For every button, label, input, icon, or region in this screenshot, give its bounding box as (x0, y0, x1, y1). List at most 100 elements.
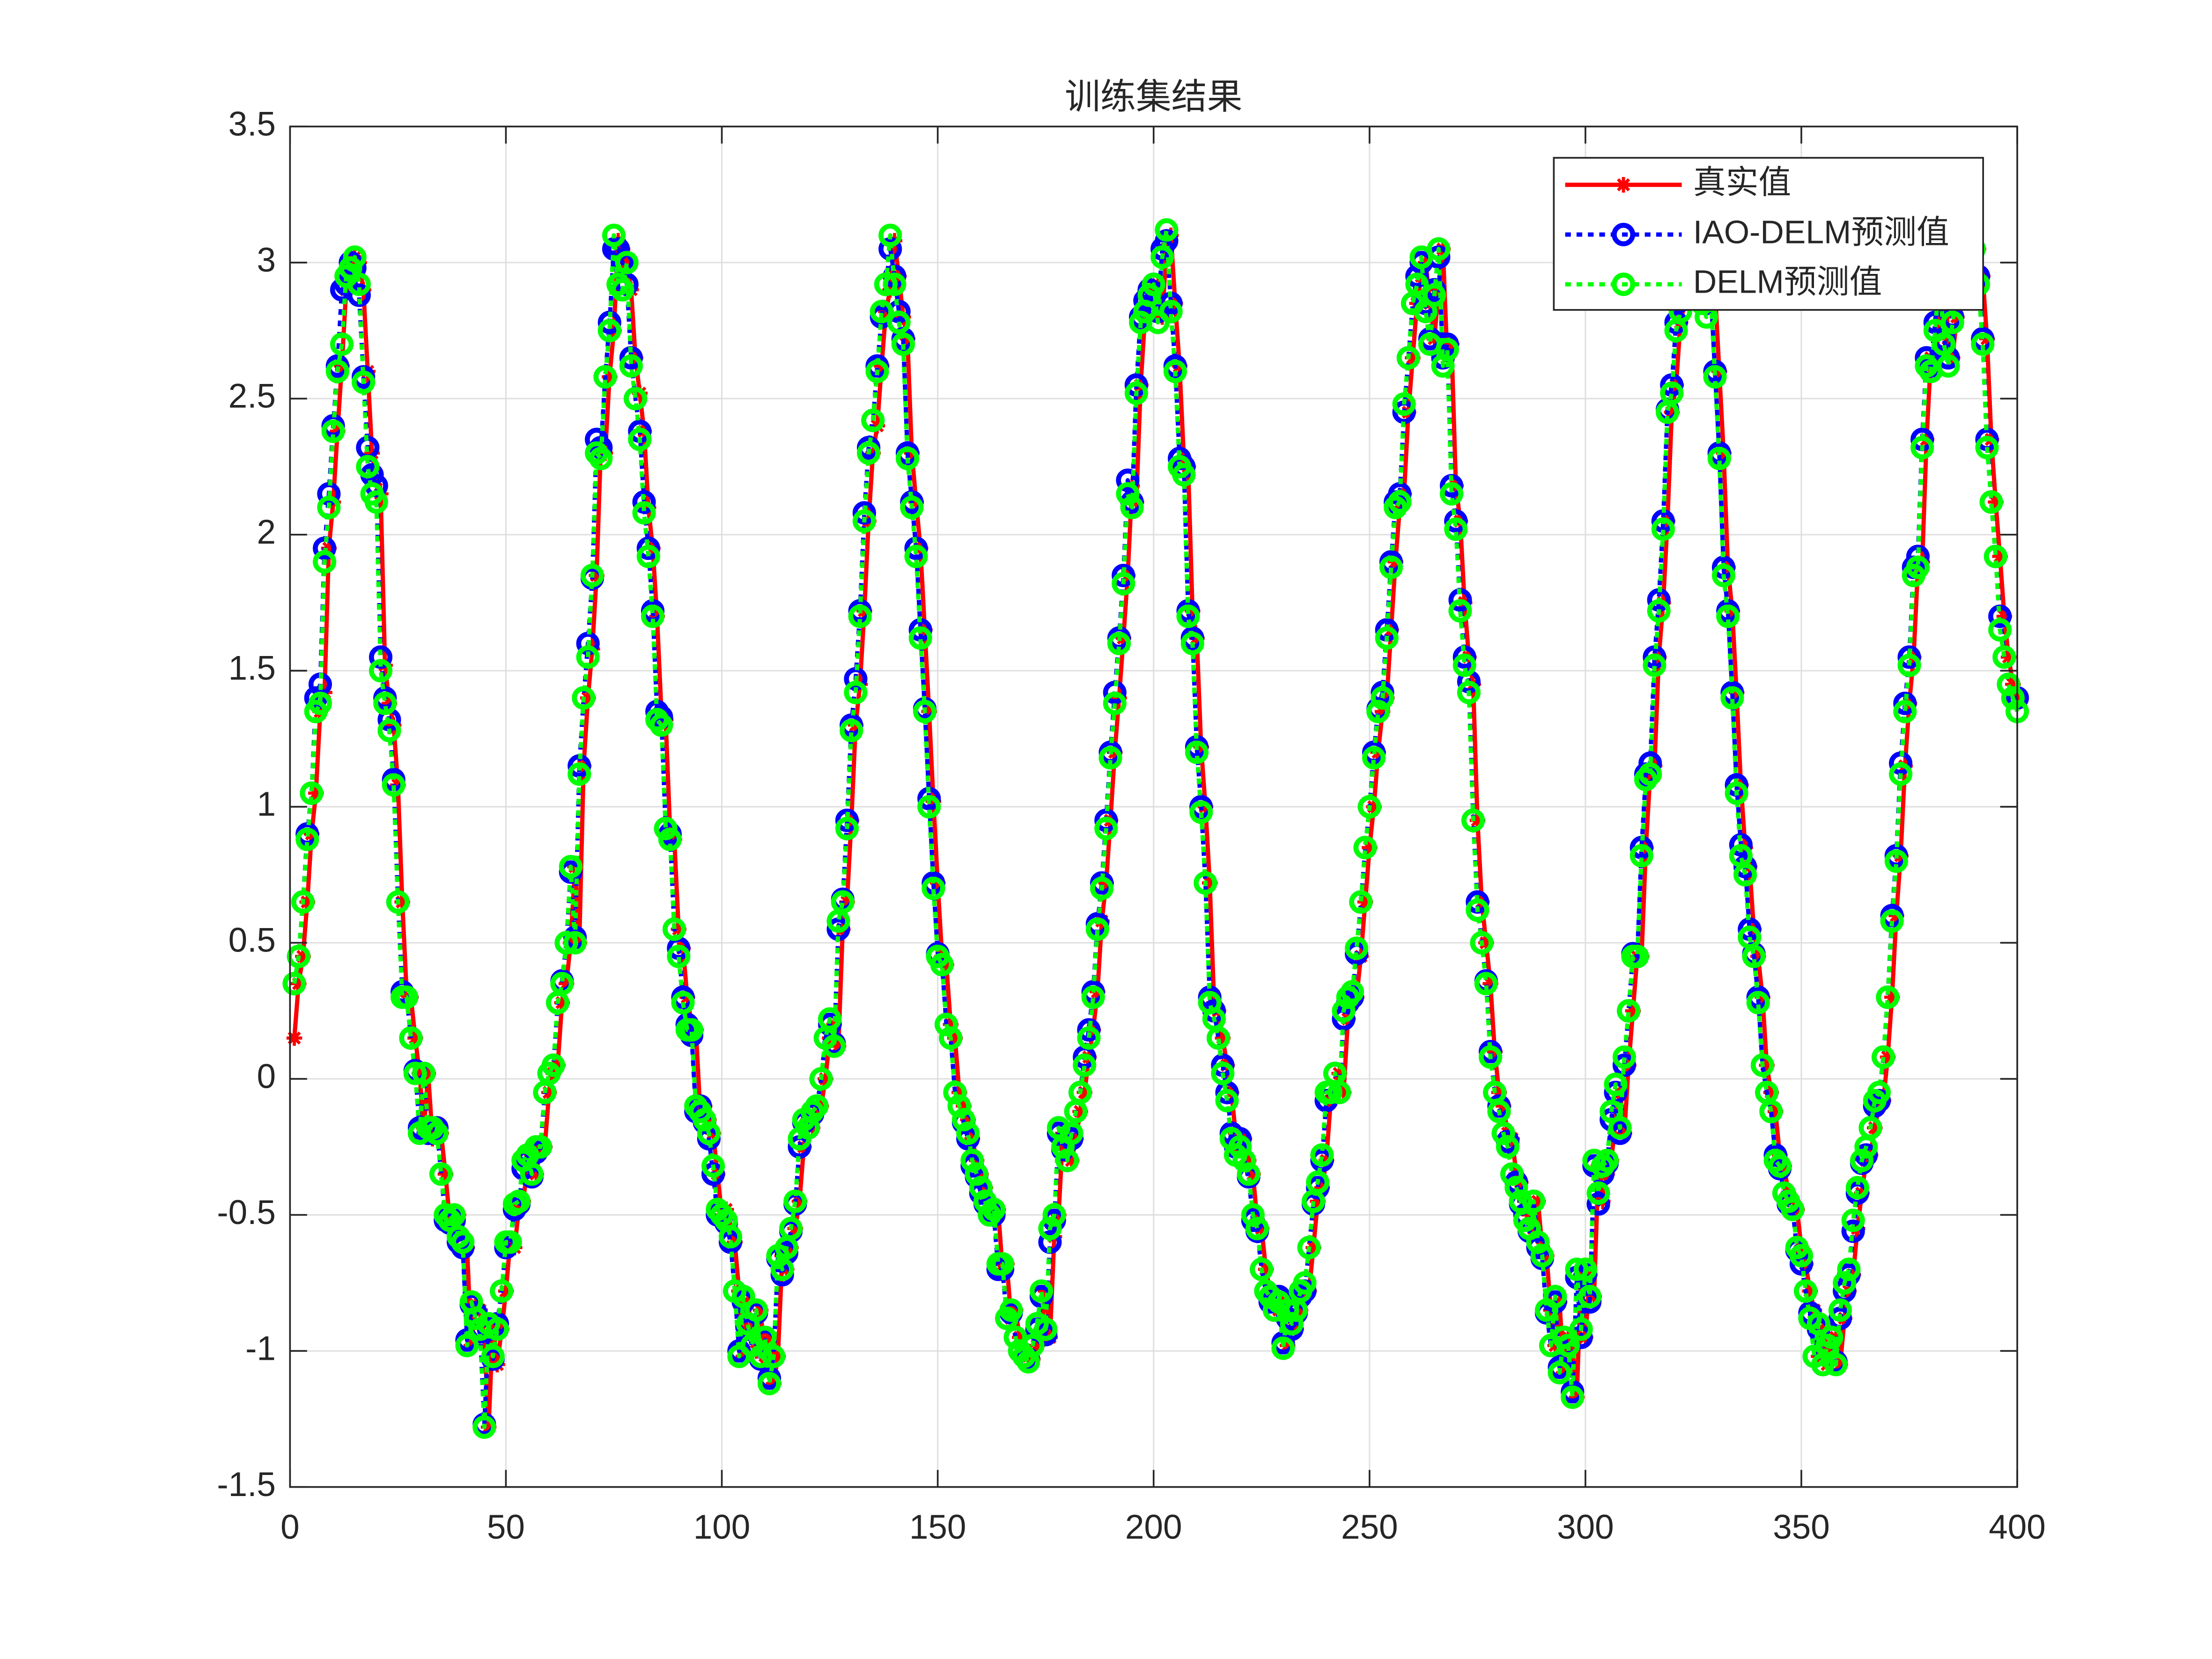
marker (624, 387, 648, 411)
marker (1120, 495, 1144, 519)
legend-label: DELM预测值 (1693, 264, 1882, 300)
marker (752, 1302, 769, 1318)
marker (1867, 1120, 1883, 1136)
marker (1971, 332, 1995, 356)
marker (636, 545, 660, 568)
marker (412, 1062, 436, 1085)
series (282, 218, 2029, 1439)
marker (787, 1220, 803, 1237)
marker (1910, 435, 1934, 459)
marker (1439, 482, 1464, 506)
marker (1116, 482, 1140, 506)
marker (1561, 1385, 1585, 1409)
marker (887, 310, 911, 334)
legend-marker (1612, 222, 1636, 246)
marker (1345, 936, 1369, 960)
marker (1625, 1003, 1641, 1019)
chart-title: 训练集结果 (1065, 77, 1242, 117)
marker (1073, 1053, 1097, 1077)
marker (1060, 1121, 1084, 1145)
marker (1906, 555, 1930, 579)
marker (559, 855, 582, 878)
marker (848, 605, 872, 628)
marker (295, 827, 319, 851)
marker (554, 995, 570, 1011)
marker (1150, 245, 1174, 269)
marker (1423, 283, 1446, 307)
marker (913, 700, 936, 723)
marker (1750, 948, 1766, 965)
marker (1469, 812, 1486, 828)
marker (917, 795, 941, 818)
marker (1332, 999, 1356, 1023)
marker (1664, 310, 1688, 334)
marker (1448, 599, 1472, 623)
marker (1211, 1062, 1235, 1085)
marker (1725, 781, 1748, 805)
marker (1547, 1337, 1563, 1354)
marker (377, 719, 401, 743)
marker (1215, 1089, 1239, 1113)
marker (576, 645, 600, 669)
marker (1733, 863, 1757, 887)
marker (883, 273, 907, 296)
y-tick-label: 0.5 (229, 922, 276, 959)
marker (1457, 680, 1481, 704)
marker (831, 890, 855, 914)
marker (830, 1038, 847, 1054)
marker (1824, 1353, 1848, 1377)
marker (1733, 855, 1757, 878)
marker (779, 1217, 803, 1240)
marker (1228, 1135, 1252, 1159)
marker (1042, 1203, 1066, 1227)
marker (1366, 700, 1390, 723)
marker (1461, 808, 1485, 833)
marker (1172, 463, 1196, 487)
marker (960, 1112, 976, 1128)
marker (783, 1189, 807, 1213)
marker (1340, 980, 1364, 1004)
legend-marker (1615, 177, 1631, 193)
marker (1759, 1057, 1775, 1073)
axes: 0 50 100 150 200 250 300 350 400 -1.5 -1 -0.5 0 0.5 1 1… (217, 105, 2045, 1546)
marker (1379, 555, 1403, 579)
marker (762, 1344, 786, 1368)
marker (498, 1230, 522, 1254)
marker (1595, 1149, 1619, 1172)
marker (399, 1026, 423, 1050)
marker (1763, 1084, 1779, 1100)
marker (589, 447, 613, 471)
marker (1068, 1081, 1092, 1105)
marker (835, 817, 859, 841)
marker (632, 490, 656, 514)
marker (679, 1018, 704, 1042)
marker (1496, 1135, 1519, 1159)
marker (1742, 944, 1766, 968)
marker (1090, 877, 1114, 900)
marker (770, 1349, 786, 1364)
marker (308, 692, 332, 715)
marker (1880, 909, 1904, 933)
marker (1293, 1271, 1317, 1295)
marker (1405, 273, 1429, 296)
marker (1867, 1081, 1891, 1105)
marker (982, 1197, 1006, 1221)
marker (951, 1084, 967, 1100)
marker (1029, 1279, 1053, 1303)
marker (1539, 1248, 1555, 1264)
marker (1586, 1192, 1610, 1216)
x-tick-label: 300 (1557, 1508, 1614, 1546)
marker (1349, 890, 1373, 914)
marker (947, 1094, 971, 1118)
marker (343, 245, 367, 269)
marker (299, 894, 315, 910)
marker (382, 773, 406, 797)
legend: 真实值 IAO-DELM预测值 DELM预测值 (1553, 157, 1984, 311)
marker (1094, 817, 1118, 841)
marker (558, 975, 575, 992)
marker (1608, 1116, 1632, 1140)
marker (330, 332, 354, 356)
marker (1768, 1154, 1792, 1178)
marker (805, 1094, 829, 1118)
marker (455, 1334, 479, 1357)
